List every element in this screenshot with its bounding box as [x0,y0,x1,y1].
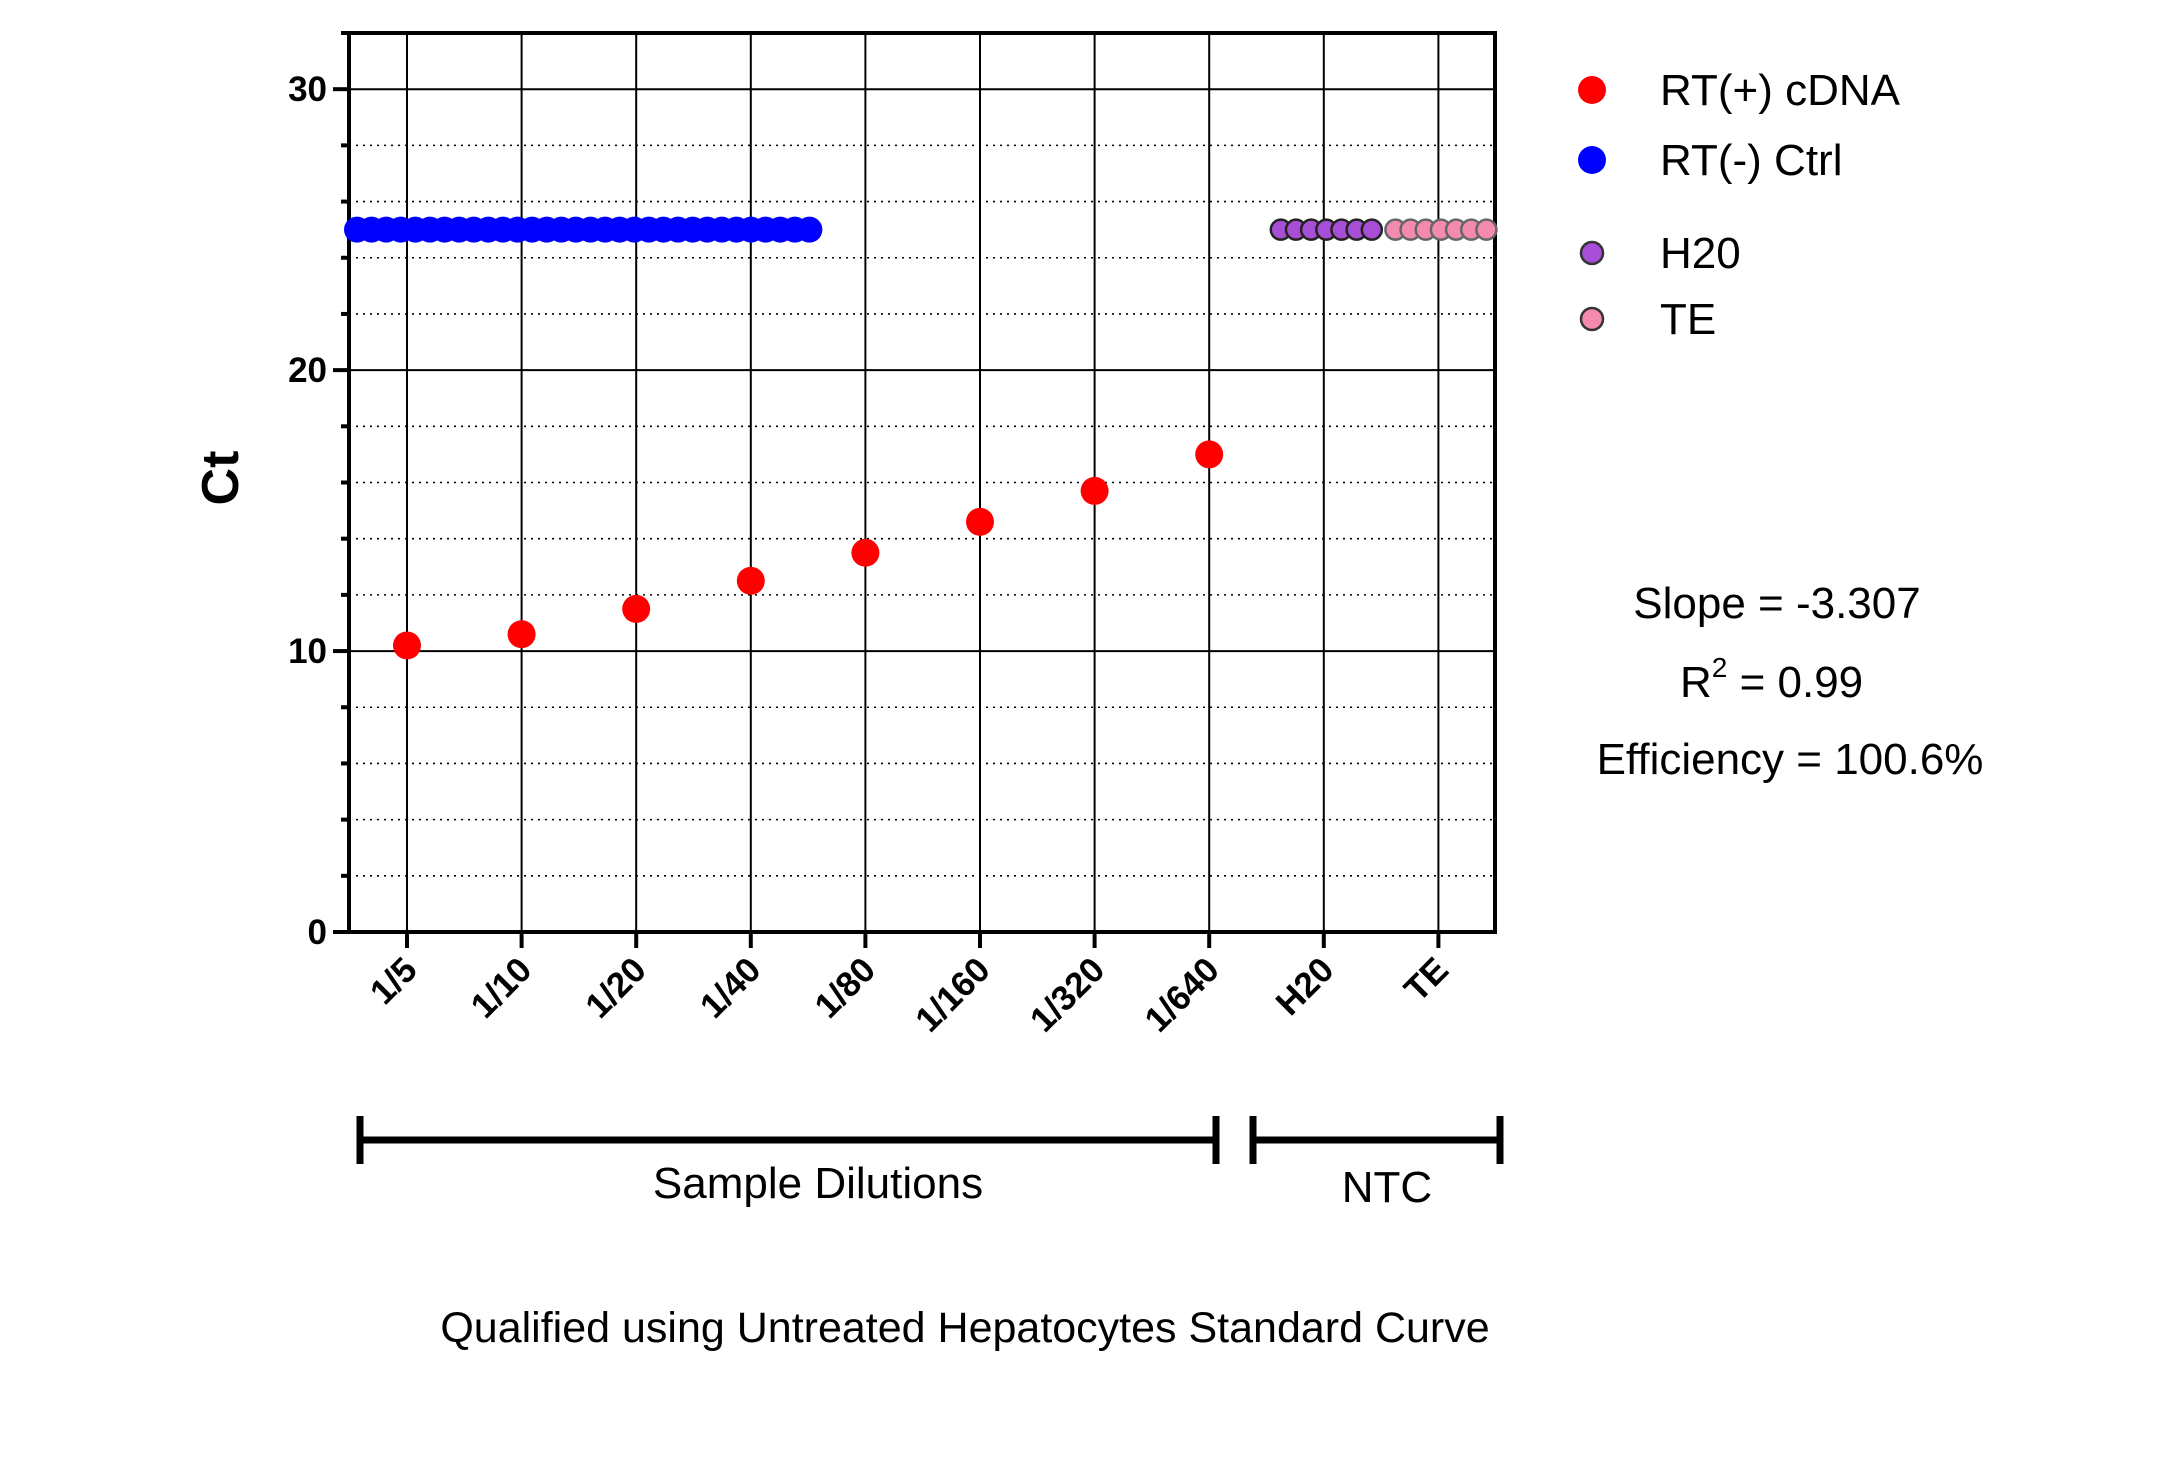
point-rt-ctrl [796,216,823,243]
point-rt-plus [736,566,765,595]
r-squared-suffix: = 0.99 [1727,658,1863,707]
grid-lines [349,33,1495,932]
group-label: NTC [1342,1163,1432,1212]
r-squared-prefix: R [1680,658,1712,707]
x-tick-label: 1/160 [908,950,998,1040]
point-rt-plus [1195,440,1224,469]
efficiency-text: Efficiency = 100.6% [1597,735,1984,784]
y-tick-label: 30 [288,70,327,109]
point-rt-plus [851,538,880,567]
group-label: Sample Dilutions [653,1159,983,1208]
x-tick-label: 1/10 [464,950,540,1026]
y-tick-label: 10 [288,632,327,671]
group-brackets: Sample Dilutions NTC [356,1116,1504,1212]
legend: RT(+) cDNA RT(-) Ctrl H20 TE [1578,66,1901,344]
x-tick-label: 1/640 [1137,950,1227,1040]
legend-marker [1578,76,1606,104]
x-tick-label: 1/80 [807,950,883,1026]
legend-marker [1579,240,1605,266]
chart-caption: Qualified using Untreated Hepatocytes St… [440,1304,1489,1352]
x-tick-label: 1/5 [363,950,425,1012]
legend-label: RT(+) cDNA [1660,66,1901,115]
r-squared-superscript: 2 [1712,652,1728,683]
x-tick-label: H20 [1268,950,1341,1023]
stats-annotation: Slope = -3.307 R2 = 0.99 Efficiency = 10… [1597,579,1984,784]
point-rt-plus [622,594,651,623]
y-axis-title: Ct [192,451,250,506]
data-points [344,216,1498,660]
point-h20 [1360,218,1384,241]
point-rt-plus [966,507,994,536]
y-tick-label: 0 [308,913,327,952]
legend-label: H20 [1660,229,1741,278]
legend-label: TE [1660,295,1716,344]
legend-marker [1579,306,1605,332]
legend-label: RT(-) Ctrl [1660,136,1842,185]
legend-marker [1578,146,1606,174]
y-tick-label: 20 [288,351,327,390]
point-te [1475,218,1498,241]
x-tick-label: 1/40 [693,950,769,1026]
point-rt-plus [393,631,421,660]
x-tick-label: 1/320 [1023,950,1113,1040]
point-rt-plus [507,620,536,649]
point-rt-plus [1080,476,1109,505]
slope-text: Slope = -3.307 [1633,579,1920,628]
x-tick-label: TE [1397,950,1456,1009]
axes [333,31,1497,948]
x-tick-label: 1/20 [578,950,654,1026]
r-squared-text: R2 = 0.99 [1680,652,1863,707]
